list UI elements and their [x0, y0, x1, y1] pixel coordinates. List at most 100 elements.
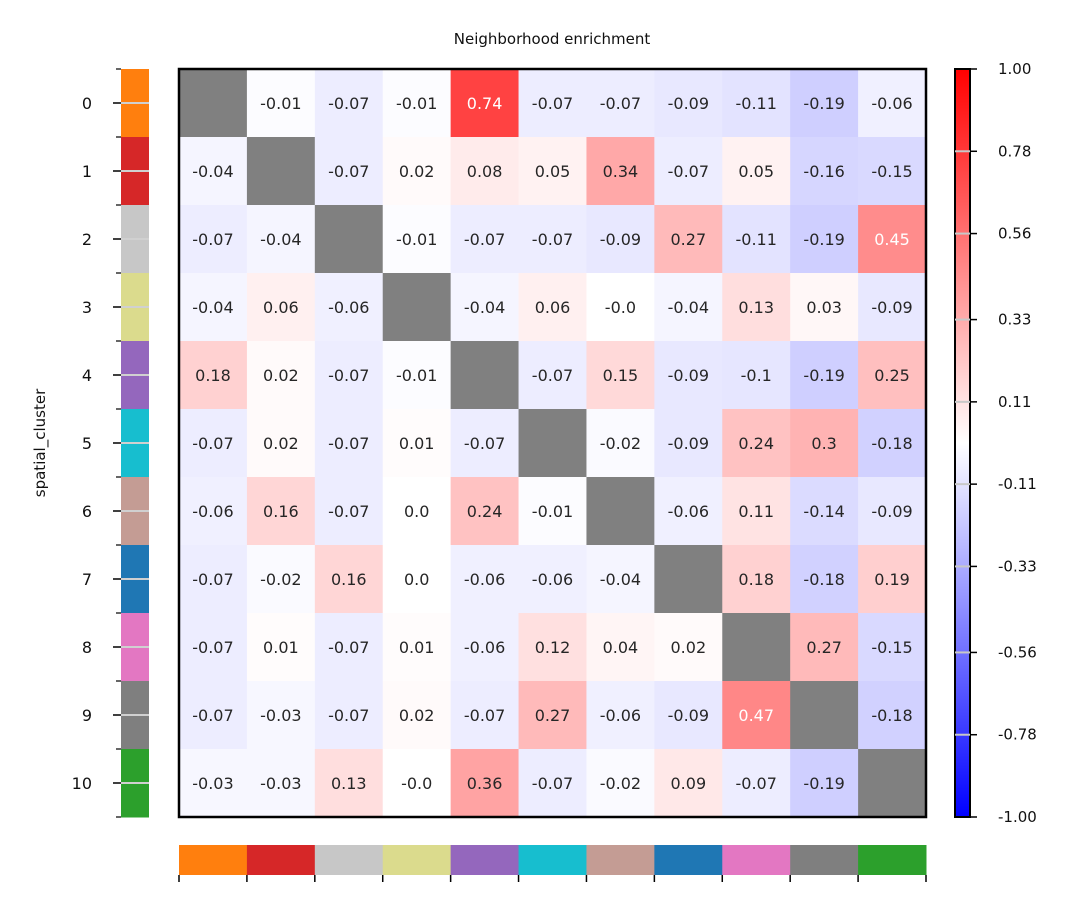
heatmap-cell	[722, 341, 791, 410]
heatmap-cell	[382, 137, 452, 206]
heatmap-cell	[790, 545, 859, 614]
cell-value-label: 0.12	[535, 638, 571, 657]
cell-value-label: 0.09	[671, 774, 707, 793]
heatmap-cell	[314, 69, 384, 138]
cell-value-label: 0.13	[738, 298, 774, 317]
y-tick-label: 6	[82, 502, 92, 521]
cell-value-label: -0.09	[600, 230, 641, 249]
cell-value-label: -0.01	[532, 502, 573, 521]
cell-value-label: 0.02	[263, 434, 299, 453]
cell-value-label: -0.0	[401, 774, 432, 793]
column-cluster-color	[179, 845, 248, 875]
heatmap-cell	[858, 137, 927, 206]
y-tick-label: 5	[82, 434, 92, 453]
heatmap-cell	[586, 749, 655, 818]
cell-value-label: -0.07	[192, 570, 233, 589]
heatmap-cell	[654, 69, 723, 138]
heatmap-cell	[450, 477, 520, 546]
heatmap-cell	[450, 205, 520, 274]
heatmap-cell	[382, 749, 452, 818]
heatmap-cell	[518, 681, 587, 750]
heatmap-cell	[790, 613, 859, 682]
cell-value-label: 0.11	[738, 502, 774, 521]
diagonal-cell	[382, 273, 452, 342]
heatmap-cell	[450, 69, 520, 138]
heatmap-cell	[722, 205, 791, 274]
heatmap-cell	[858, 613, 927, 682]
heatmap-cell	[450, 749, 520, 818]
heatmap-cell	[314, 137, 384, 206]
heatmap-cell	[179, 137, 248, 206]
heatmap-cell	[518, 749, 587, 818]
y-tick-label: 1	[82, 162, 92, 181]
heatmap-cell	[722, 681, 791, 750]
heatmap-cell	[654, 477, 723, 546]
heatmap-cell	[858, 681, 927, 750]
cell-value-label: 0.24	[738, 434, 774, 453]
cell-value-label: 0.16	[331, 570, 367, 589]
cell-value-label: -0.04	[668, 298, 709, 317]
heatmap-cell	[586, 681, 655, 750]
cell-value-label: -0.07	[192, 638, 233, 657]
cell-value-label: -0.03	[260, 706, 301, 725]
cell-value-label: 0.74	[467, 94, 503, 113]
cell-value-label: -0.07	[328, 94, 369, 113]
cell-value-label: -0.16	[803, 162, 844, 181]
heatmap-cell	[518, 613, 587, 682]
colorbar-tick-label: -0.78	[998, 726, 1037, 744]
cell-value-label: 0.06	[535, 298, 571, 317]
heatmap-cell	[722, 69, 791, 138]
cell-value-label: 0.02	[399, 706, 435, 725]
heatmap-cell	[654, 613, 723, 682]
heatmap-cell	[450, 681, 520, 750]
heatmap-cell	[382, 545, 452, 614]
cell-value-label: -0.18	[871, 434, 912, 453]
cell-value-label: -0.06	[464, 638, 505, 657]
cell-value-label: -0.07	[532, 774, 573, 793]
colorbar-tick-label: -0.33	[998, 557, 1037, 575]
y-tick-label: 9	[82, 706, 92, 725]
cell-value-label: -0.1	[741, 366, 772, 385]
diagonal-cell	[654, 545, 723, 614]
cell-value-label: 0.02	[671, 638, 707, 657]
heatmap-cell	[450, 409, 520, 478]
cell-value-label: 0.06	[263, 298, 299, 317]
cell-value-label: -0.01	[260, 94, 301, 113]
chart-title: Neighborhood enrichment	[454, 30, 651, 48]
cell-value-label: -0.07	[192, 434, 233, 453]
heatmap-cell	[314, 341, 384, 410]
cell-value-label: -0.09	[871, 298, 912, 317]
cell-value-label: -0.09	[668, 94, 709, 113]
diagonal-cell	[450, 341, 520, 410]
heatmap-cell	[382, 477, 452, 546]
heatmap-cell	[314, 409, 384, 478]
heatmap-cell	[246, 205, 316, 274]
cell-value-label: -0.15	[871, 638, 912, 657]
cell-value-label: 0.08	[467, 162, 503, 181]
heatmap-cell	[246, 681, 316, 750]
heatmap-cell	[246, 273, 316, 342]
heatmap-cell	[246, 341, 316, 410]
cell-value-label: -0.06	[328, 298, 369, 317]
cell-value-label: -0.06	[600, 706, 641, 725]
diagonal-cell	[518, 409, 587, 478]
colorbar-tick-label: 1.00	[998, 60, 1031, 78]
colorbar-tick-label: 0.78	[998, 142, 1031, 160]
diagonal-cell	[722, 613, 791, 682]
heatmap-cell	[858, 545, 927, 614]
heatmap-cell	[450, 137, 520, 206]
heatmap-cell	[179, 409, 248, 478]
cell-value-label: 0.27	[806, 638, 842, 657]
cell-value-label: 0.16	[263, 502, 299, 521]
cell-value-label: -0.09	[668, 366, 709, 385]
heatmap-cell	[858, 205, 927, 274]
cell-value-label: -0.03	[260, 774, 301, 793]
heatmap-cell	[314, 477, 384, 546]
cell-value-label: -0.07	[532, 230, 573, 249]
heatmap-cell	[654, 273, 723, 342]
cell-value-label: -0.07	[192, 706, 233, 725]
heatmap-cell	[790, 749, 859, 818]
heatmap-cell	[518, 273, 587, 342]
heatmap-cell	[179, 681, 248, 750]
cell-value-label: -0.07	[532, 94, 573, 113]
